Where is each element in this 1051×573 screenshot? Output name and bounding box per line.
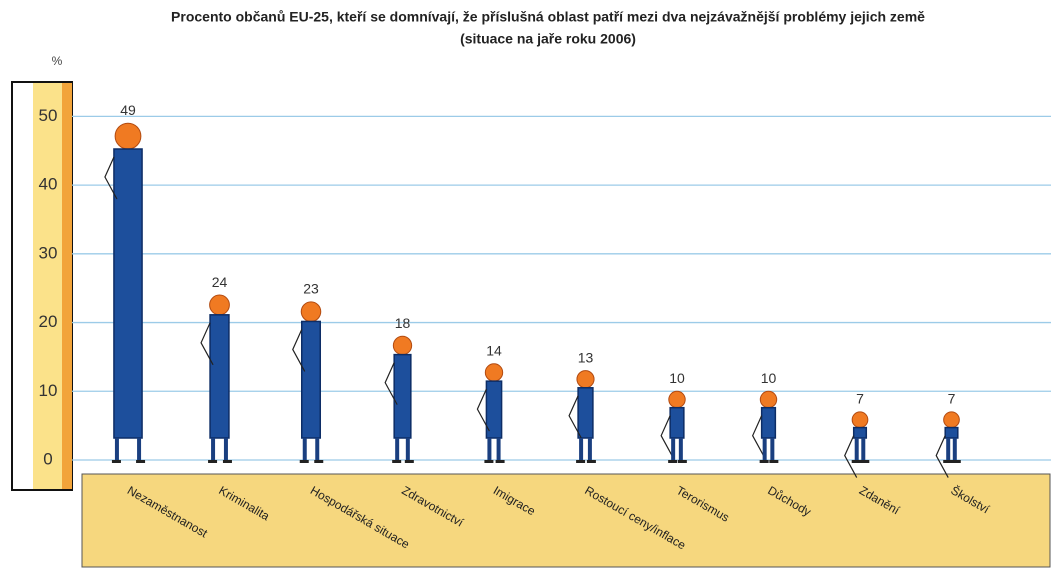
- value-label: 10: [761, 370, 777, 386]
- figure-foot: [952, 460, 961, 463]
- value-label: 7: [856, 391, 864, 407]
- figure-leg: [679, 438, 683, 460]
- value-label: 7: [948, 391, 956, 407]
- figure-leg: [770, 438, 774, 460]
- y-tick-label: 10: [39, 381, 58, 400]
- figure-foot: [769, 460, 778, 463]
- figure-leg: [671, 438, 675, 460]
- figure-foot: [760, 460, 769, 463]
- value-label: 49: [120, 102, 136, 118]
- bar: [945, 428, 958, 438]
- figure-foot: [314, 460, 323, 463]
- figure-leg: [861, 438, 865, 460]
- figure-foot: [587, 460, 596, 463]
- bar: [210, 315, 229, 438]
- figure-foot: [943, 460, 952, 463]
- figure-foot: [136, 460, 145, 463]
- figure-head: [944, 412, 960, 428]
- figure-foot: [860, 460, 869, 463]
- y-tick-label: 50: [39, 106, 58, 125]
- value-label: 18: [395, 315, 411, 331]
- value-label: 10: [669, 370, 685, 386]
- value-label: 14: [486, 342, 502, 358]
- figure-foot: [300, 460, 309, 463]
- bar: [114, 149, 142, 438]
- value-label: 23: [303, 281, 319, 297]
- figure-head: [115, 123, 141, 149]
- page: Procento občanů EU-25, kteří se domnívaj…: [0, 0, 1051, 573]
- figure-leg: [763, 438, 767, 460]
- figure-head: [852, 412, 868, 428]
- figure-leg: [579, 438, 583, 460]
- bar: [762, 408, 776, 438]
- figure: 7: [845, 391, 870, 478]
- figure: 23: [293, 281, 324, 463]
- figure-leg: [224, 438, 228, 460]
- figure-leg: [137, 438, 141, 460]
- figure-head: [669, 391, 685, 407]
- value-label: 24: [212, 274, 228, 290]
- bar: [854, 428, 867, 438]
- figure-foot: [678, 460, 687, 463]
- figure-head: [577, 371, 594, 388]
- figure-foot: [852, 460, 861, 463]
- chart: Procento občanů EU-25, kteří se domnívaj…: [0, 0, 1051, 568]
- figure-foot: [576, 460, 585, 463]
- figure-foot: [484, 460, 493, 463]
- figure-leg: [303, 438, 307, 460]
- figure-leg: [588, 438, 592, 460]
- figure-head: [760, 391, 776, 407]
- figure: 10: [753, 370, 779, 463]
- marks: 49 24 23 18 14 13 10 10 7 7: [105, 102, 961, 478]
- y-axis-strip: [33, 83, 62, 489]
- figure-leg: [315, 438, 319, 460]
- figure-foot: [496, 460, 505, 463]
- figure: 13: [569, 349, 596, 463]
- figure: 14: [477, 342, 504, 463]
- chart-title: Procento občanů EU-25, kteří se domnívaj…: [171, 9, 925, 25]
- y-tick-label: 40: [39, 175, 58, 194]
- figure-leg: [211, 438, 215, 460]
- y-tick-label: 20: [39, 312, 58, 331]
- y-axis-strip: [62, 83, 72, 489]
- bar: [578, 388, 593, 438]
- bar: [394, 355, 411, 438]
- bar: [302, 321, 321, 438]
- figure-leg: [855, 438, 859, 460]
- figure-leg: [497, 438, 501, 460]
- figure-leg: [395, 438, 399, 460]
- figure: 49: [105, 102, 145, 463]
- figure-leg: [115, 438, 119, 460]
- figure-leg: [953, 438, 957, 460]
- figure-leg: [487, 438, 491, 460]
- figure: 7: [936, 391, 961, 478]
- figure-foot: [392, 460, 401, 463]
- figure-foot: [223, 460, 232, 463]
- figure-head: [393, 336, 411, 354]
- y-tick-label: 0: [43, 449, 52, 468]
- figure-head: [210, 295, 230, 315]
- y-axis-label: %: [52, 54, 63, 68]
- figure-foot: [405, 460, 414, 463]
- figure-foot: [668, 460, 677, 463]
- figure-leg: [946, 438, 950, 460]
- chart-subtitle: (situace na jaře roku 2006): [460, 31, 636, 47]
- figure-foot: [208, 460, 217, 463]
- figure: 24: [201, 274, 232, 463]
- bar: [670, 408, 684, 438]
- figure-leg: [406, 438, 410, 460]
- figure-head: [301, 302, 321, 322]
- figure: 10: [661, 370, 687, 463]
- figure: 18: [385, 315, 414, 463]
- figure-head: [485, 364, 502, 381]
- y-tick-label: 30: [39, 243, 58, 262]
- value-label: 13: [578, 349, 594, 365]
- figure-foot: [112, 460, 121, 463]
